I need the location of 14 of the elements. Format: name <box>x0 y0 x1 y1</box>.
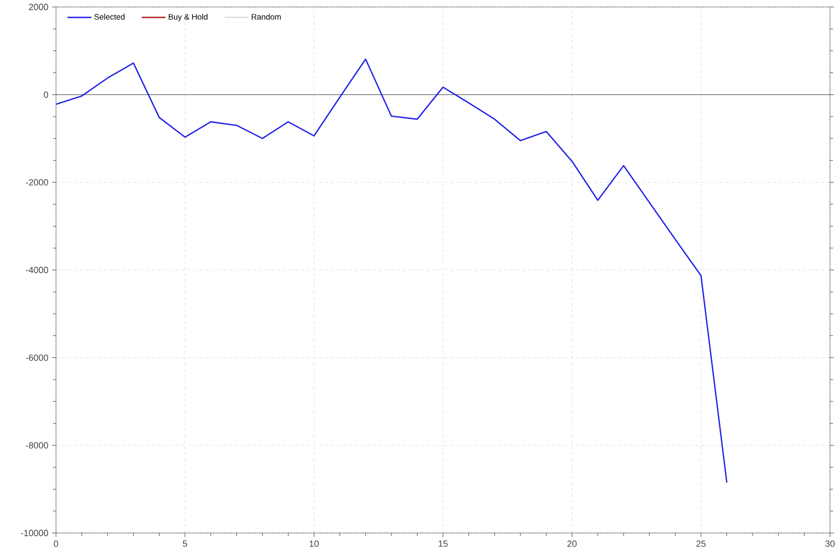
y-tick-label: -8000 <box>26 442 48 448</box>
y-tick-label: -10000 <box>20 530 48 536</box>
y-tick-label: -4000 <box>26 266 48 274</box>
x-tick-label: 20 <box>567 540 577 547</box>
x-tick-label: 10 <box>310 540 319 547</box>
x-tick-label: 15 <box>438 540 448 547</box>
x-tick-label: 30 <box>825 540 835 547</box>
y-tick-label: 2000 <box>28 4 48 10</box>
y-tick-label: -6000 <box>26 354 48 361</box>
y-tick-label: -2000 <box>26 179 48 186</box>
x-tick-label: 25 <box>696 540 706 547</box>
x-tick-label: 5 <box>182 540 188 547</box>
y-tick-label: 0 <box>44 91 48 98</box>
x-tick-label: 0 <box>54 540 58 547</box>
